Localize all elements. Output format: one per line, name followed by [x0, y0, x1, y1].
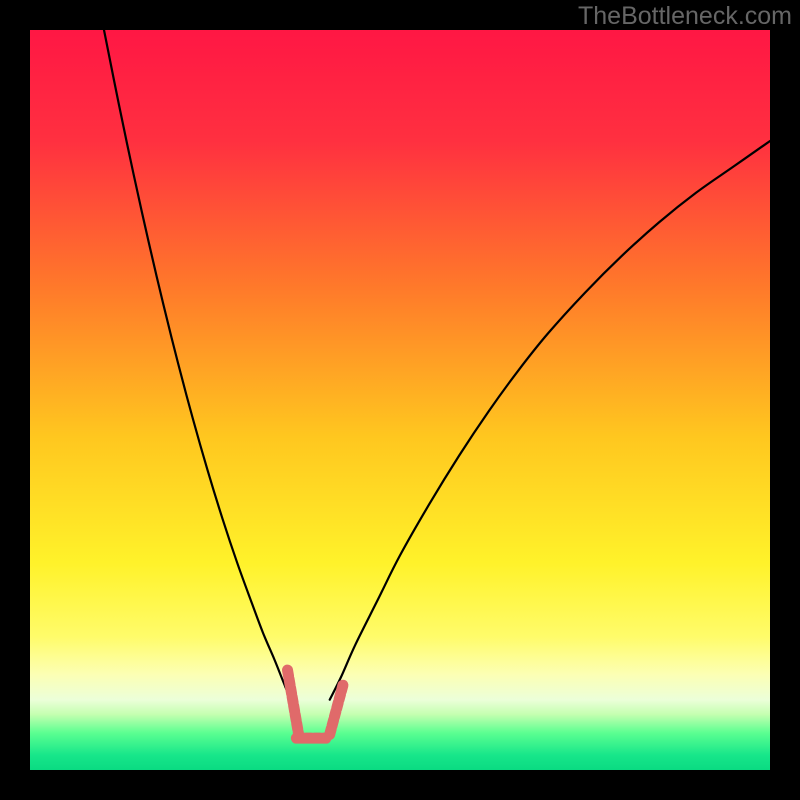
- plot-svg: [30, 30, 770, 770]
- watermark-text: TheBottleneck.com: [578, 2, 792, 31]
- gradient-background: [30, 30, 770, 770]
- chart-frame: TheBottleneck.com: [0, 0, 800, 800]
- plot-area: [30, 30, 770, 770]
